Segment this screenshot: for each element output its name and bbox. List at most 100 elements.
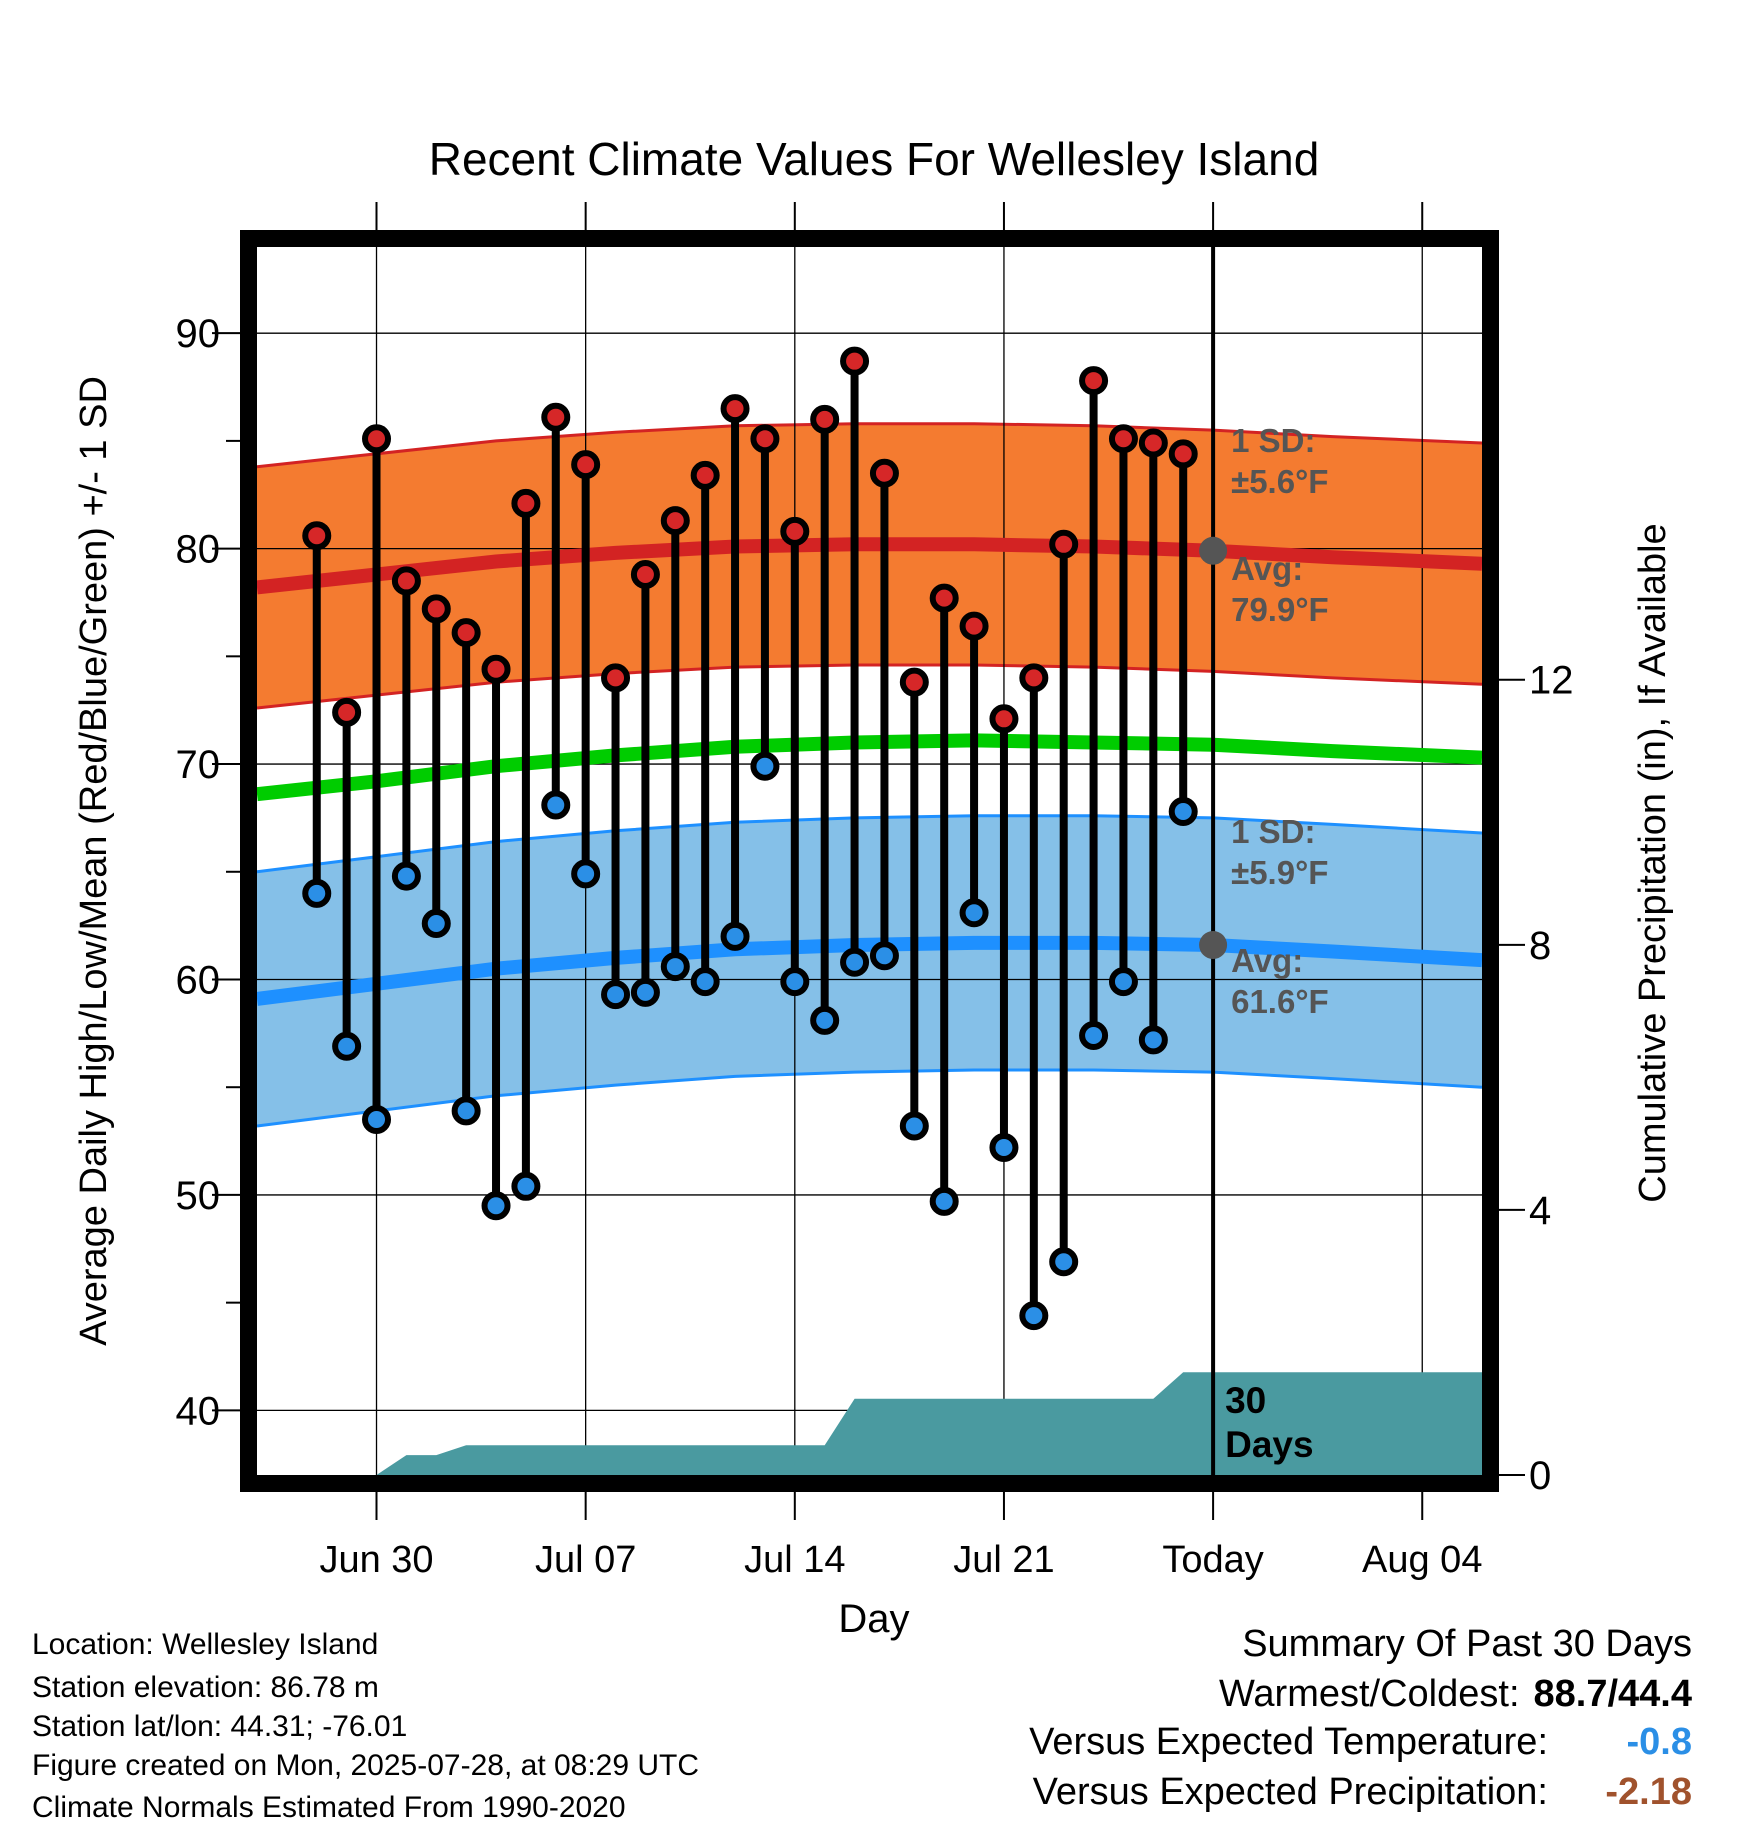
x-tick-label: Jul 14 [744, 1539, 845, 1581]
temp-value: -0.8 [1626, 1721, 1692, 1763]
low-point [1019, 1301, 1049, 1331]
low-point [869, 941, 899, 971]
low-sd-label: 1 SD: [1231, 813, 1315, 850]
high-avg-label: Avg: [1231, 550, 1303, 587]
low-point [929, 1186, 959, 1216]
high-point [899, 667, 929, 697]
x-tick-label: Aug 04 [1362, 1539, 1482, 1581]
x-tick-label: Today [1162, 1539, 1263, 1581]
high-point [1108, 424, 1138, 454]
high-point [929, 583, 959, 613]
y-tick-label: 80 [176, 528, 221, 572]
low-point [1108, 967, 1138, 997]
low-point [511, 1171, 541, 1201]
high-point [421, 594, 451, 624]
high-point [511, 488, 541, 518]
high-point [332, 697, 362, 727]
y2-tick-label: 12 [1529, 659, 1574, 703]
high-point [1168, 439, 1198, 469]
precip-label: Versus Expected Precipitation: [1032, 1771, 1548, 1813]
precip-area [257, 1372, 1482, 1475]
x-tick-label: Jul 21 [953, 1539, 1054, 1581]
high-point [391, 566, 421, 596]
y-tick-label: 60 [176, 958, 221, 1002]
y2-tick-label: 0 [1529, 1454, 1551, 1498]
mean-normal-line [257, 733, 1482, 802]
low-point [391, 861, 421, 891]
y-tick-label: 40 [176, 1389, 221, 1433]
warm-cold-value: 88.7/44.4 [1533, 1673, 1692, 1715]
y-tick-label: 90 [176, 312, 221, 356]
low-point [451, 1096, 481, 1126]
temp-label: Versus Expected Temperature: [1029, 1721, 1548, 1763]
plot-area [257, 247, 1482, 1475]
precip-value: -2.18 [1605, 1771, 1692, 1813]
high-point [601, 663, 631, 693]
low-point [332, 1031, 362, 1061]
low-point [780, 967, 810, 997]
low-point [750, 751, 780, 781]
summary-warm-cold: Warmest/Coldest: 88.7/44.4 [1219, 1675, 1692, 1713]
y2-axis-label: Cumulative Precipitation (in), If Availa… [1632, 523, 1674, 1202]
y-tick-label: 50 [176, 1174, 221, 1218]
low-point [959, 898, 989, 928]
low-point [601, 980, 631, 1010]
high-point [720, 394, 750, 424]
created-info: Figure created on Mon, 2025-07-28, at 08… [32, 1749, 700, 1782]
elevation-info: Station elevation: 86.78 m [32, 1671, 379, 1704]
low-point [481, 1191, 511, 1221]
high-point [690, 460, 720, 490]
high-point [571, 450, 601, 480]
high-sd-value: ±5.6°F [1231, 463, 1328, 500]
summary-temp: Versus Expected Temperature: -0.8 [1029, 1723, 1692, 1761]
location-info: Location: Wellesley Island [32, 1628, 379, 1661]
high-point [750, 424, 780, 454]
high-point [840, 346, 870, 376]
y2-tick-label: 8 [1529, 924, 1551, 968]
low-point [810, 1005, 840, 1035]
low-point [1138, 1025, 1168, 1055]
normals-info: Climate Normals Estimated From 1990-2020 [32, 1791, 626, 1824]
low-point [302, 878, 332, 908]
summary-precip: Versus Expected Precipitation: -2.18 [1033, 1773, 1692, 1811]
x-tick-label: Jun 30 [319, 1539, 433, 1581]
chart-title: Recent Climate Values For Wellesley Isla… [429, 133, 1320, 185]
low-point [421, 908, 451, 938]
days-unit-label: Days [1225, 1424, 1313, 1465]
low-point [720, 921, 750, 951]
high-point [481, 654, 511, 684]
low-point [899, 1111, 929, 1141]
high-point [1138, 428, 1168, 458]
high-point [362, 424, 392, 454]
low-point [840, 947, 870, 977]
today-high-avg-marker [1199, 536, 1228, 565]
high-point [869, 458, 899, 488]
low-point [1079, 1021, 1109, 1051]
low-point [362, 1105, 392, 1135]
plot-frame [240, 230, 1499, 1492]
high-sd-label: 1 SD: [1231, 422, 1315, 459]
warm-cold-label: Warmest/Coldest: [1218, 1673, 1520, 1715]
low-sd-value: ±5.9°F [1231, 854, 1328, 891]
low-point [690, 967, 720, 997]
summary-heading: Summary Of Past 30 Days [1242, 1623, 1692, 1665]
high-point [630, 559, 660, 589]
low-avg-label: Avg: [1231, 942, 1303, 979]
low-avg-value: 61.6°F [1231, 983, 1329, 1020]
days-count-label: 30 [1225, 1380, 1266, 1421]
high-point [660, 506, 690, 536]
high-point [1019, 663, 1049, 693]
high-point [1049, 529, 1079, 559]
y-axis-label: Average Daily High/Low/Mean (Red/Blue/Gr… [73, 376, 115, 1346]
low-point [571, 859, 601, 889]
low-point [1049, 1247, 1079, 1277]
high-sd-band [257, 423, 1482, 708]
latlon-info: Station lat/lon: 44.31; -76.01 [32, 1710, 408, 1743]
today-low-avg-marker [1199, 931, 1228, 960]
high-point [780, 516, 810, 546]
high-point [1079, 366, 1109, 396]
high-point [541, 402, 571, 432]
high-point [959, 611, 989, 641]
high-point [989, 704, 1019, 734]
